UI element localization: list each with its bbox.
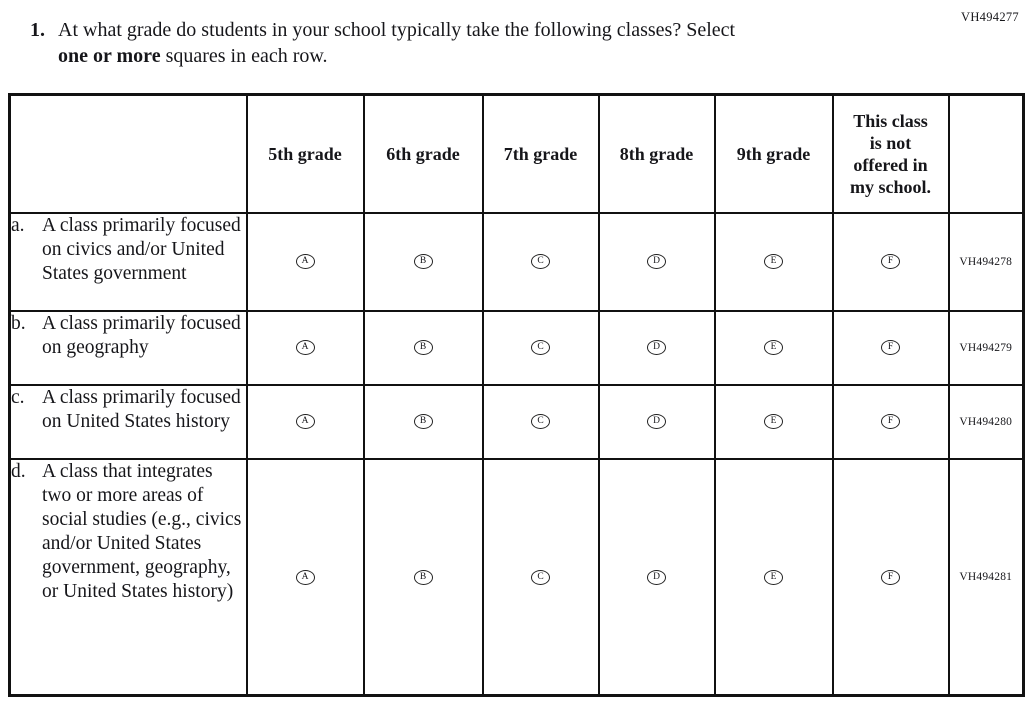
header-not-offered: This class is not offered in my school. xyxy=(831,93,950,214)
row-d-option-e-bubble[interactable]: E xyxy=(764,569,783,585)
row-b-cell-9th: E xyxy=(713,309,834,386)
row-b-cell-7th: C xyxy=(481,309,600,386)
row-c-label: A class primarily focused on United Stat… xyxy=(42,386,241,432)
row-b-cell-8th: D xyxy=(597,309,716,386)
row-c-option-f-bubble[interactable]: F xyxy=(881,414,900,430)
row-c-accession-code: VH494280 xyxy=(947,383,1025,460)
accession-code: VH494277 xyxy=(961,10,1019,24)
row-a-cell-9th: E xyxy=(713,211,834,312)
row-a-cell-6th: B xyxy=(362,211,484,312)
row-c-cell-9th: E xyxy=(713,383,834,460)
row-d-option-d-bubble[interactable]: D xyxy=(647,569,666,585)
row-a-option-b-bubble[interactable]: B xyxy=(413,254,433,270)
table-row-a: a. A class primarily focused on civics a… xyxy=(8,211,1025,312)
row-b-option-d-bubble[interactable]: D xyxy=(647,340,666,356)
row-d-option-a-bubble[interactable]: A xyxy=(295,569,315,585)
question-text: At what grade do students in your school… xyxy=(58,17,735,69)
row-a-cell-5th: A xyxy=(245,211,365,312)
question-bold-phrase: one or more xyxy=(58,45,161,67)
row-c-cell-8th: D xyxy=(597,383,716,460)
row-a-cell-7th: C xyxy=(481,211,600,312)
row-a-option-c-bubble[interactable]: C xyxy=(531,254,550,270)
question-1: 1. At what grade do students in your sch… xyxy=(30,17,910,69)
row-a-cell-not-offered: F xyxy=(831,211,950,312)
row-c-cell-6th: B xyxy=(362,383,484,460)
row-c-option-a-bubble[interactable]: A xyxy=(295,414,315,430)
row-c-option-b-bubble[interactable]: B xyxy=(413,414,433,430)
row-a-option-e-bubble[interactable]: E xyxy=(764,254,783,270)
row-b-option-f-bubble[interactable]: F xyxy=(881,340,900,356)
row-c-option-d-bubble[interactable]: D xyxy=(647,414,666,430)
row-a-label: A class primarily focused on civics and/… xyxy=(42,214,241,284)
table-row-b: b. A class primarily focused on geograph… xyxy=(8,309,1025,386)
table-row-c: c. A class primarily focused on United S… xyxy=(8,383,1025,460)
row-d-cell-8th: D xyxy=(597,457,716,697)
row-c-option-c-bubble[interactable]: C xyxy=(531,414,550,430)
row-b-label-cell: b. A class primarily focused on geograph… xyxy=(8,309,248,386)
row-d-accession-code: VH494281 xyxy=(947,457,1025,697)
row-b-accession-code: VH494279 xyxy=(947,309,1025,386)
row-d-cell-7th: C xyxy=(481,457,600,697)
header-row: 5th grade 6th grade 7th grade 8th grade … xyxy=(8,93,1025,214)
question-line1: At what grade do students in your school… xyxy=(58,19,736,41)
row-b-cell-5th: A xyxy=(245,309,365,386)
row-b-cell-not-offered: F xyxy=(831,309,950,386)
header-5th-grade: 5th grade xyxy=(245,93,365,214)
row-a-accession-code: VH494278 xyxy=(947,211,1025,312)
row-a-cell-8th: D xyxy=(597,211,716,312)
row-c-cell-5th: A xyxy=(245,383,365,460)
row-a-option-d-bubble[interactable]: D xyxy=(647,254,666,270)
row-a-option-f-bubble[interactable]: F xyxy=(881,254,900,270)
row-c-cell-not-offered: F xyxy=(831,383,950,460)
row-d-option-c-bubble[interactable]: C xyxy=(531,569,550,585)
row-b-option-e-bubble[interactable]: E xyxy=(764,340,783,356)
row-d-option-f-bubble[interactable]: F xyxy=(881,569,900,585)
row-a-letter: a. xyxy=(11,214,25,236)
row-d-cell-not-offered: F xyxy=(831,457,950,697)
row-d-cell-5th: A xyxy=(245,457,365,697)
row-c-cell-7th: C xyxy=(481,383,600,460)
row-d-label-cell: d. A class that integrates two or more a… xyxy=(8,457,248,697)
header-code xyxy=(947,93,1025,214)
row-b-option-c-bubble[interactable]: C xyxy=(531,340,550,356)
row-d-option-b-bubble[interactable]: B xyxy=(413,569,433,585)
row-d-label: A class that integrates two or more area… xyxy=(42,460,242,602)
row-b-label: A class primarily focused on geography xyxy=(42,312,241,358)
row-c-label-cell: c. A class primarily focused on United S… xyxy=(8,383,248,460)
row-d-cell-9th: E xyxy=(713,457,834,697)
row-b-option-a-bubble[interactable]: A xyxy=(295,340,315,356)
question-line2: squares in each row. xyxy=(160,45,328,67)
header-6th-grade: 6th grade xyxy=(362,93,484,214)
row-d-letter: d. xyxy=(11,460,26,482)
header-stub xyxy=(8,93,248,214)
table-row-d: d. A class that integrates two or more a… xyxy=(8,457,1025,697)
row-b-cell-6th: B xyxy=(362,309,484,386)
question-number: 1. xyxy=(30,19,45,41)
row-c-option-e-bubble[interactable]: E xyxy=(764,414,783,430)
row-a-option-a-bubble[interactable]: A xyxy=(295,254,315,270)
header-9th-grade: 9th grade xyxy=(713,93,834,214)
answer-grid: 5th grade 6th grade 7th grade 8th grade … xyxy=(8,93,1025,697)
row-d-cell-6th: B xyxy=(362,457,484,697)
row-c-letter: c. xyxy=(11,386,25,408)
header-8th-grade: 8th grade xyxy=(597,93,716,214)
row-b-option-b-bubble[interactable]: B xyxy=(413,340,433,356)
row-a-label-cell: a. A class primarily focused on civics a… xyxy=(8,211,248,312)
row-b-letter: b. xyxy=(11,312,26,334)
header-7th-grade: 7th grade xyxy=(481,93,600,214)
